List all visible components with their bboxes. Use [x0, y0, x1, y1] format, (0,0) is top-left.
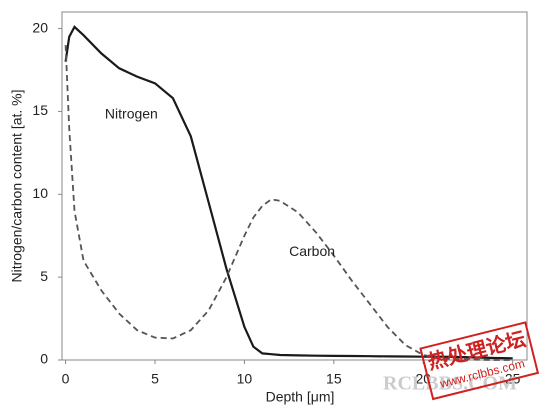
x-tick-label: 15 [326, 371, 342, 387]
plot-frame [61, 11, 528, 361]
x-tick-label: 10 [237, 371, 253, 387]
series-label: Carbon [289, 243, 335, 259]
x-tick-label: 0 [62, 371, 70, 387]
series-line [64, 25, 513, 360]
watermark: RCLBBS.COM [383, 373, 517, 395]
y-axis-label: Nitrogen/carbon content [at. %] [9, 90, 25, 283]
series-label: Nitrogen [105, 105, 158, 121]
series-line [64, 45, 513, 361]
x-tick-label: 5 [151, 371, 159, 387]
y-tick-label: 10 [32, 185, 48, 201]
y-tick-label: 0 [40, 351, 48, 367]
y-tick-label: 5 [40, 268, 48, 284]
y-tick-label: 20 [32, 19, 48, 35]
y-tick-label: 15 [32, 102, 48, 118]
stamp-border [419, 321, 540, 401]
x-axis-label: Depth [μm] [266, 389, 335, 405]
